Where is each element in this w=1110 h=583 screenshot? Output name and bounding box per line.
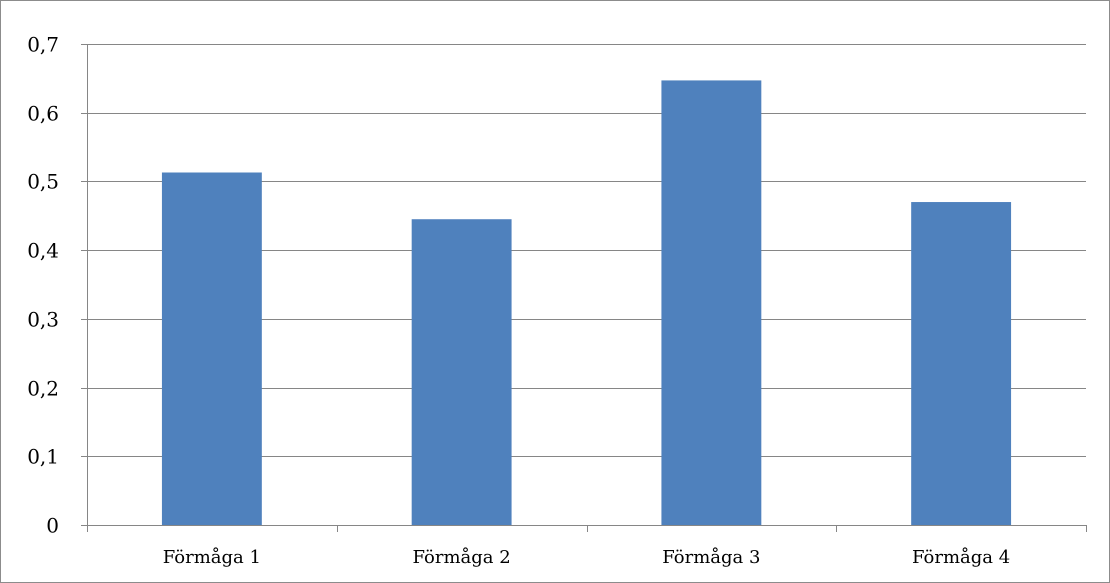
bar bbox=[411, 219, 512, 525]
bar bbox=[161, 172, 262, 525]
y-tick-label: 0,5 bbox=[27, 170, 59, 194]
y-tick-label: 0,7 bbox=[27, 33, 59, 57]
x-category-label: Förmåga 3 bbox=[662, 546, 760, 568]
y-tick-label: 0,6 bbox=[27, 102, 59, 126]
x-category-label: Förmåga 1 bbox=[163, 546, 261, 568]
axes bbox=[81, 44, 1087, 532]
bar bbox=[661, 80, 762, 525]
y-tick-label: 0,3 bbox=[27, 308, 59, 332]
y-tick-labels: 0 0,1 0,2 0,3 0,4 0,5 0,6 0,7 bbox=[27, 33, 59, 538]
y-tick-label: 0 bbox=[46, 514, 59, 538]
bars bbox=[161, 80, 1012, 526]
x-category-label: Förmåga 2 bbox=[413, 546, 511, 568]
x-category-label: Förmåga 4 bbox=[912, 546, 1010, 568]
y-tick-label: 0,2 bbox=[27, 377, 59, 401]
x-category-labels: Förmåga 1 Förmåga 2 Förmåga 3 Förmåga 4 bbox=[163, 546, 1010, 568]
y-tick-label: 0,4 bbox=[27, 239, 59, 263]
y-tick-label: 0,1 bbox=[27, 445, 59, 469]
bar bbox=[911, 202, 1012, 526]
